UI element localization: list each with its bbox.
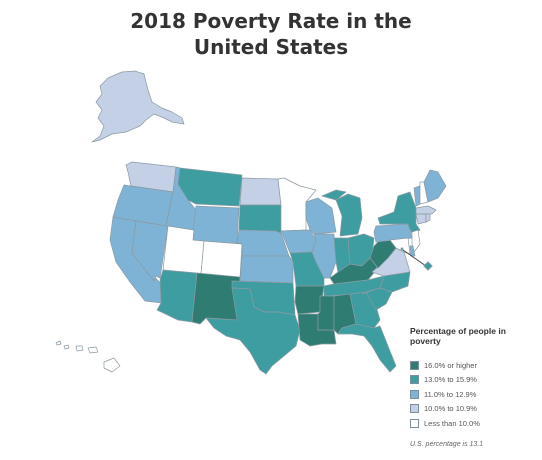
state-PA[interactable] — [373, 223, 413, 243]
state-ME[interactable] — [423, 169, 447, 203]
state-AR[interactable] — [294, 285, 325, 315]
state-RI[interactable] — [425, 213, 431, 223]
legend-label: 10.0% to 10.9% — [424, 404, 477, 414]
state-DC[interactable] — [400, 247, 404, 251]
legend-item-0[interactable]: 16.0% or higher — [410, 358, 535, 373]
dc-callout-line — [402, 249, 427, 267]
legend-label: 13.0% to 15.9% — [424, 375, 477, 385]
state-VT[interactable] — [413, 185, 421, 207]
state-MT[interactable] — [177, 167, 243, 207]
legend-label: 16.0% or higher — [424, 360, 477, 370]
state-TX[interactable] — [205, 287, 301, 375]
legend-item-3[interactable]: 10.0% to 10.9% — [410, 402, 535, 417]
state-NJ[interactable] — [411, 229, 421, 253]
map-title: 2018 Poverty Rate in the United States — [0, 8, 542, 60]
legend-item-2[interactable]: 11.0% to 12.9% — [410, 387, 535, 402]
title-line-2: United States — [193, 35, 349, 59]
state-MS[interactable] — [317, 295, 335, 331]
state-CO[interactable] — [200, 240, 243, 279]
legend-item-1[interactable]: 13.0% to 15.9% — [410, 373, 535, 388]
dc-callout-marker[interactable] — [423, 261, 433, 271]
state-NC[interactable] — [361, 271, 411, 295]
legend-swatch — [410, 360, 419, 370]
state-MI[interactable] — [321, 189, 363, 237]
state-AZ[interactable] — [156, 269, 198, 323]
legend-swatch — [410, 418, 419, 428]
state-MA[interactable] — [415, 205, 437, 215]
state-SD[interactable] — [238, 204, 282, 234]
title-line-1: 2018 Poverty Rate in the — [130, 9, 412, 33]
legend-title: Percentage of people in poverty — [410, 326, 506, 346]
legend: Percentage of people in poverty 16.0% or… — [410, 326, 535, 448]
state-NE[interactable] — [236, 229, 290, 257]
legend-label: Less than 10.0% — [424, 418, 480, 428]
state-NY[interactable] — [377, 191, 421, 235]
legend-note: U.S. percentage is 13.1 — [410, 440, 484, 448]
state-KS[interactable] — [239, 255, 294, 284]
state-AK[interactable] — [91, 70, 185, 143]
legend-swatch — [410, 375, 419, 385]
state-WI[interactable] — [305, 197, 337, 235]
state-WY[interactable] — [191, 205, 240, 245]
state-HI[interactable] — [55, 340, 121, 373]
legend-swatch — [410, 404, 419, 414]
legend-item-4[interactable]: Less than 10.0% — [410, 416, 535, 431]
legend-swatch — [410, 389, 419, 399]
state-NM[interactable] — [191, 272, 241, 325]
state-CT[interactable] — [415, 213, 427, 225]
legend-label: 11.0% to 12.9% — [424, 389, 477, 399]
state-ND[interactable] — [239, 177, 282, 206]
state-FL[interactable] — [337, 323, 397, 373]
state-DE[interactable] — [409, 245, 416, 257]
